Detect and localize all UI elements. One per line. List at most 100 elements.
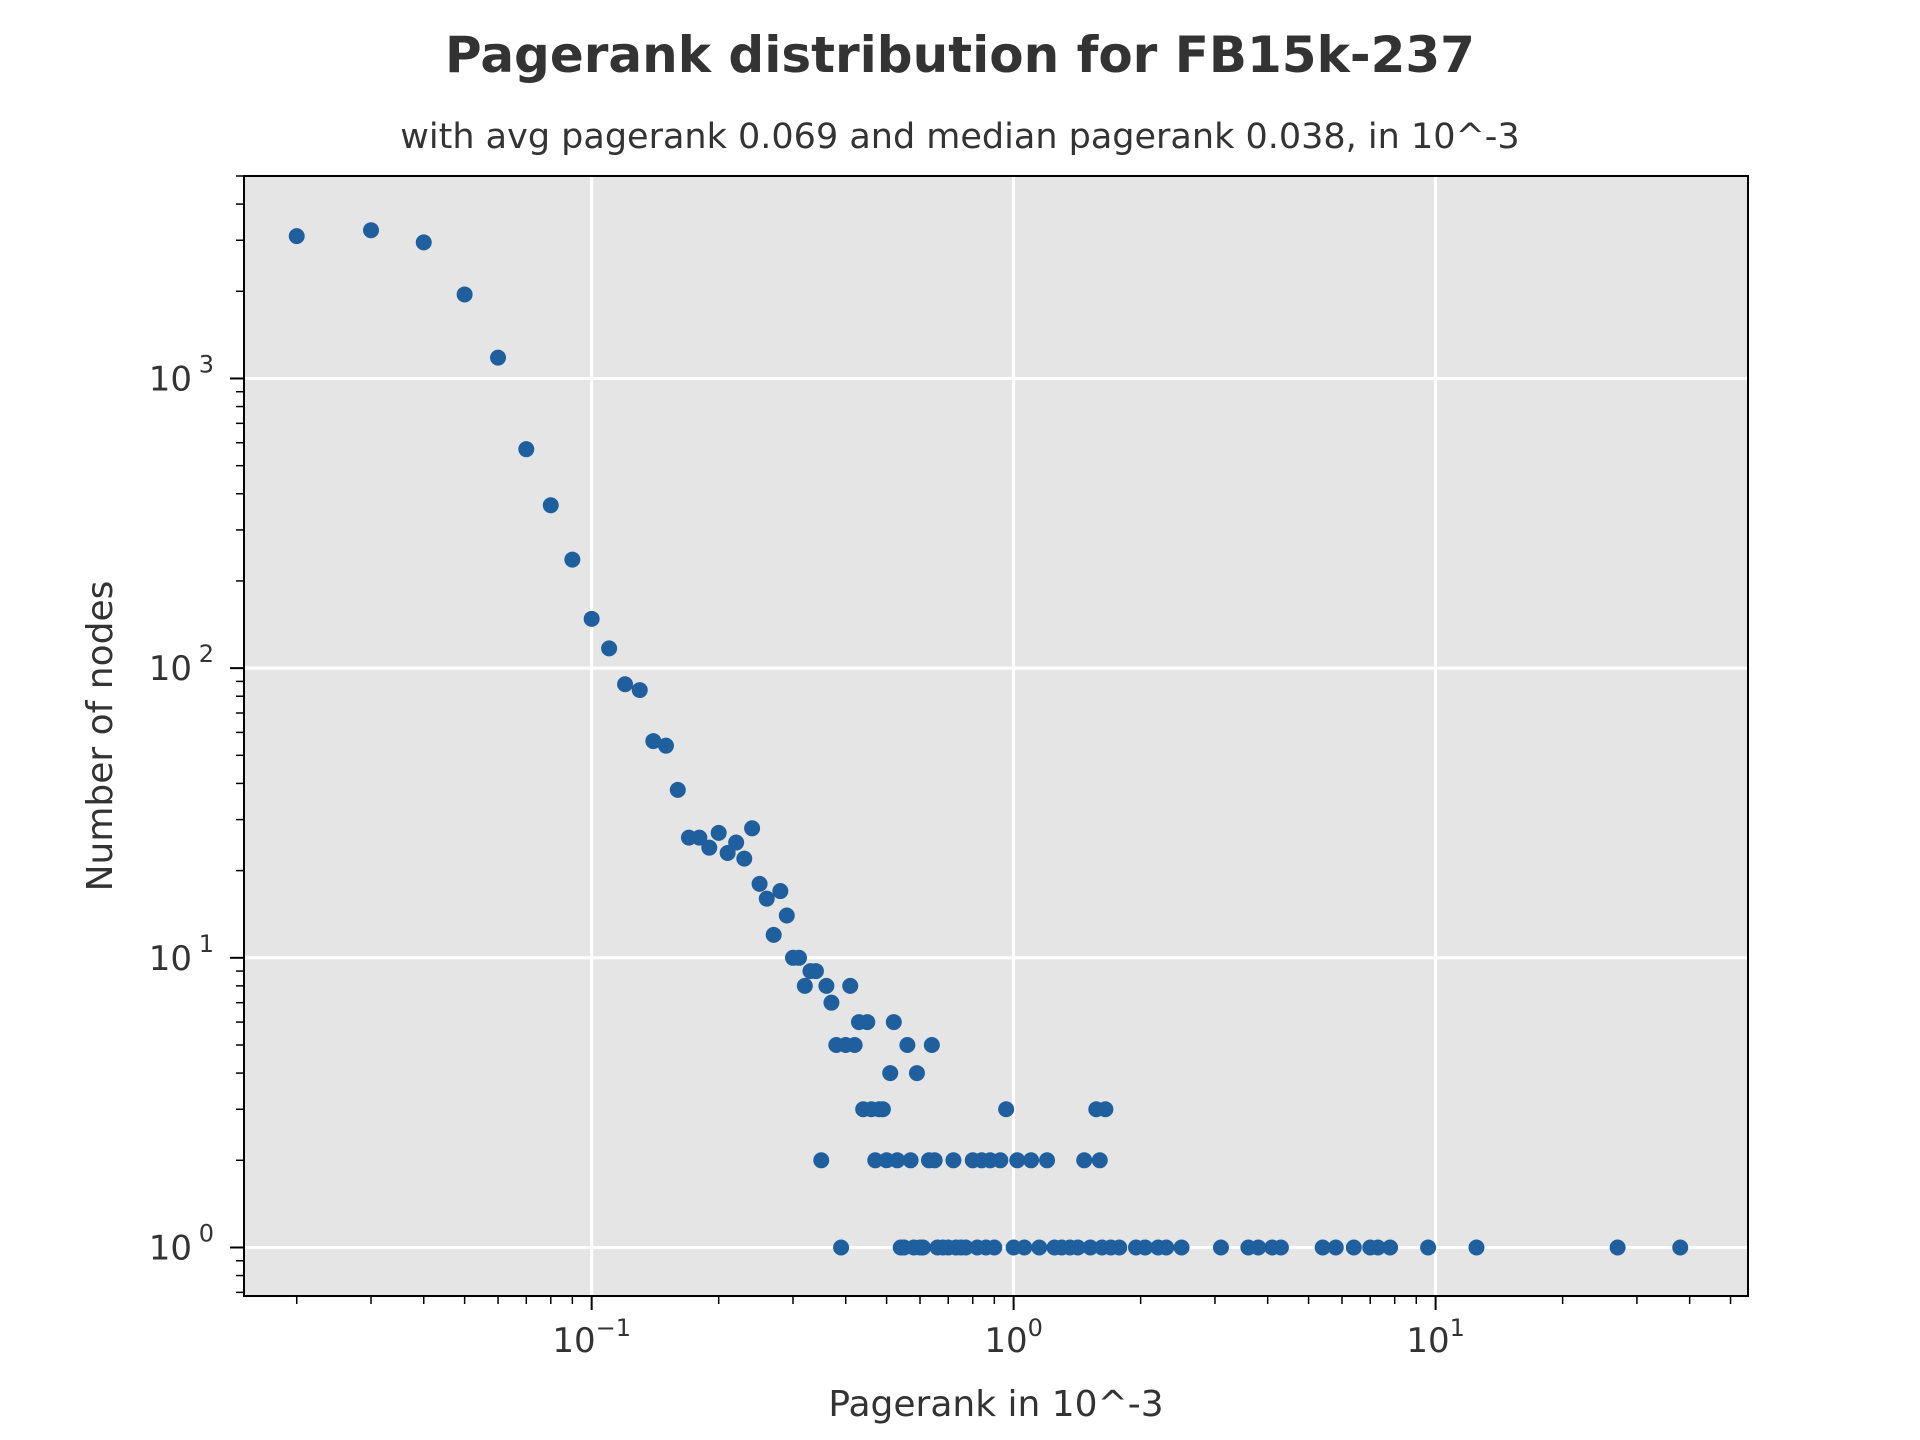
data-point [889,1152,906,1169]
data-point [456,286,473,303]
y-tick-label: 10 [149,939,192,979]
data-point [1382,1239,1399,1256]
data-point [833,1239,850,1256]
data-point [1137,1239,1154,1256]
data-point [915,1239,932,1256]
data-point [1016,1239,1033,1256]
data-point [645,733,662,750]
data-point [998,1101,1015,1118]
data-point [1076,1152,1093,1169]
data-point [758,890,775,907]
data-point [701,839,718,856]
data-point [657,737,674,754]
y-tick-exponent: 3 [199,350,214,378]
data-point [736,850,753,867]
data-point [885,1014,902,1031]
data-point [778,907,795,924]
data-point [710,824,727,841]
data-point [772,883,789,900]
y-tick-exponent: 0 [199,1219,214,1247]
data-point [796,977,813,994]
data-point [899,1037,916,1054]
chart-title: Pagerank distribution for FB15k-237 [445,26,1475,84]
x-tick-label: 10−1 [552,1314,631,1361]
data-point [542,497,559,514]
data-point [823,994,840,1011]
data-point [1069,1239,1086,1256]
x-tick-label: 101 [1406,1314,1465,1361]
data-point [744,820,761,837]
data-point [1158,1239,1175,1256]
x-axis-label: Pagerank in 10^-3 [828,1384,1163,1425]
y-tick-label: 10 [149,359,192,399]
x-tick-label: 100 [984,1314,1043,1361]
data-point [415,234,432,251]
grid-lines [244,176,1748,1296]
data-point [765,926,782,943]
data-point [842,977,859,994]
data-point [846,1037,863,1054]
data-point [1314,1239,1331,1256]
data-point [1111,1239,1128,1256]
data-point [986,1239,1003,1256]
y-tick-exponent: 2 [199,640,214,668]
data-point [818,977,835,994]
data-point [288,228,305,245]
data-point [564,551,581,568]
data-point [691,829,708,846]
data-point [728,834,745,851]
data-point [1272,1239,1289,1256]
data-point [1420,1239,1437,1256]
data-point [1250,1239,1267,1256]
y-axis-label: Number of nodes [80,581,121,892]
data-point [601,640,618,657]
data-point [518,441,535,458]
data-point [583,610,600,627]
data-point [1031,1239,1048,1256]
data-point [1039,1152,1056,1169]
data-point [1173,1239,1190,1256]
data-point [790,949,807,966]
data-point [1345,1239,1362,1256]
data-point [957,1239,974,1256]
data-point [1009,1152,1026,1169]
data-point [1327,1239,1344,1256]
data-point [617,676,634,693]
data-point [859,1014,876,1031]
data-point [363,222,380,239]
data-point [902,1152,919,1169]
data-point [669,781,686,798]
data-point [926,1152,943,1169]
data-point [1369,1239,1386,1256]
data-point [908,1065,925,1082]
chart-subtitle: with avg pagerank 0.069 and median pager… [400,117,1519,157]
data-point [992,1152,1009,1169]
data-point [1023,1152,1040,1169]
data-point [1672,1239,1689,1256]
data-point [807,963,824,980]
y-tick-exponent: 1 [199,930,214,958]
data-points [288,222,1689,1256]
data-point [1082,1239,1099,1256]
plot-frame [243,175,1749,1297]
data-point [1609,1239,1626,1256]
data-point [631,682,648,699]
data-point [1091,1152,1108,1169]
data-point [923,1037,940,1054]
y-tick-label: 10 [149,1228,192,1268]
data-point [1212,1239,1229,1256]
data-point [945,1152,962,1169]
data-point [1468,1239,1485,1256]
data-point [874,1101,891,1118]
data-point [490,349,507,366]
data-point [1097,1101,1114,1118]
data-point [751,875,768,892]
plot-area [244,176,1748,1296]
data-point [882,1065,899,1082]
data-point [867,1152,884,1169]
y-tick-label: 10 [149,649,192,689]
data-point [813,1152,830,1169]
